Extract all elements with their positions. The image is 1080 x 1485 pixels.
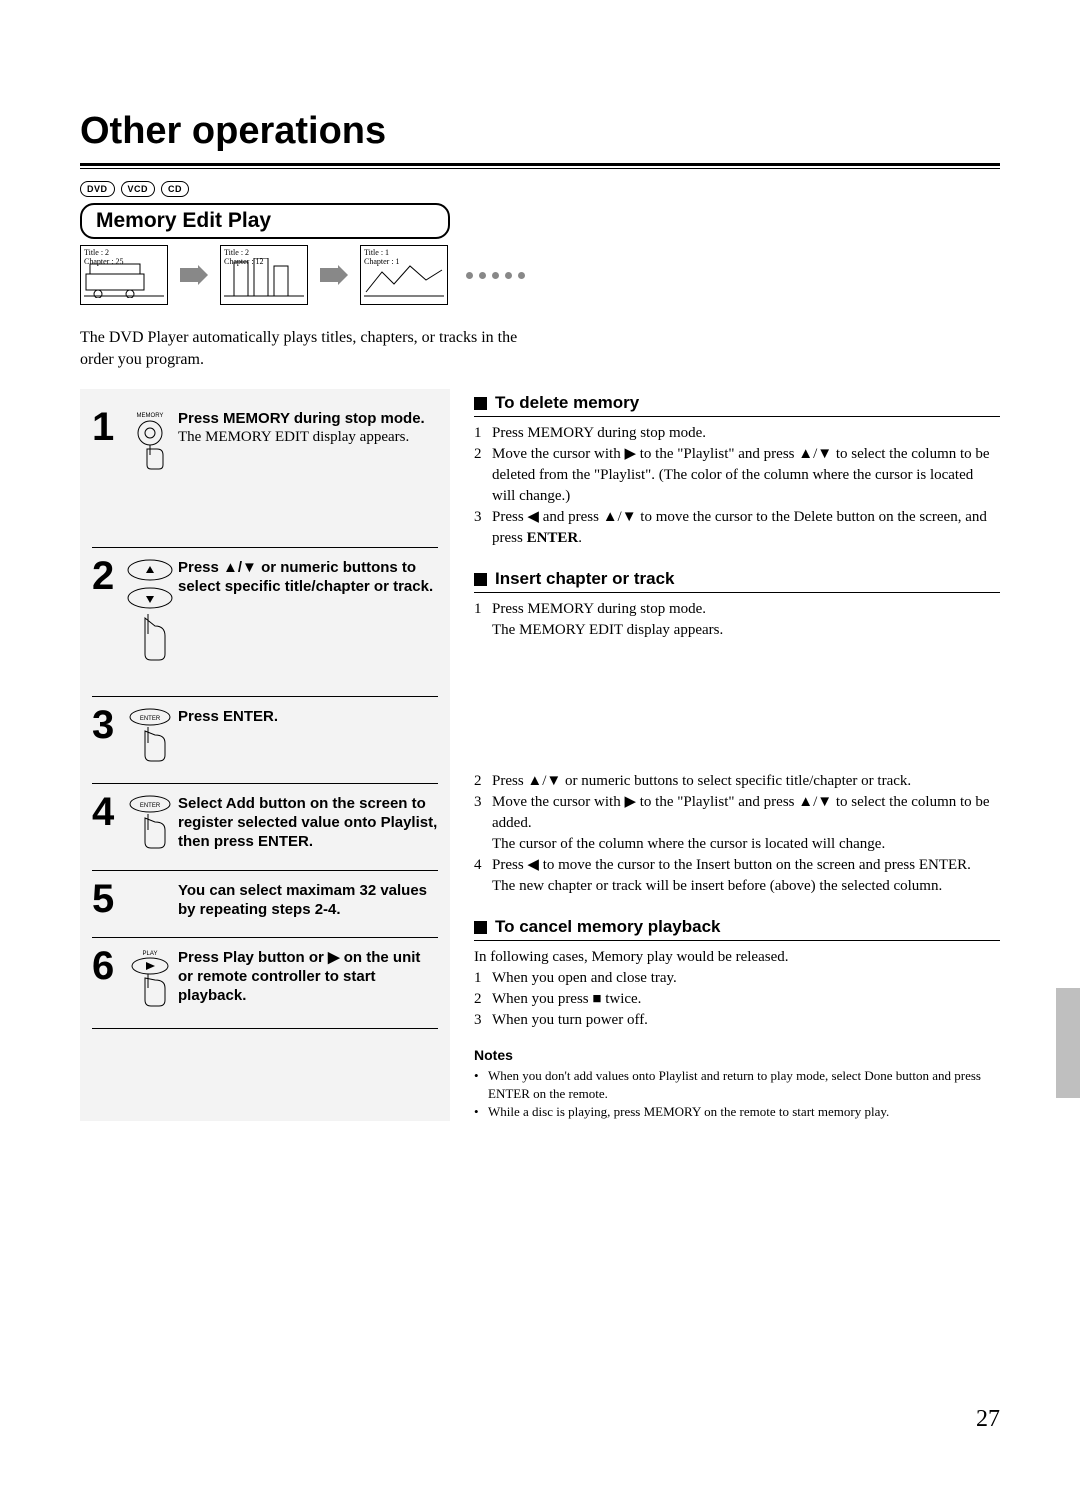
insert-b-1: Press ▲/▼ or numeric buttons to select s… [492,771,1000,792]
cancel-title: To cancel memory playback [495,917,721,937]
step-1-sub: The MEMORY EDIT display appears. [178,428,438,447]
step-3-title: Press ENTER. [178,707,438,726]
thumbnail-sequence: Title : 2 Chapter : 25 Title : 2 Chapter… [80,245,1000,305]
step-5-number: 5 [92,881,122,917]
cancel-2: When you press ■ twice. [492,989,1000,1010]
intro-text: The DVD Player automatically plays title… [80,327,540,371]
insert-heading: Insert chapter or track [474,569,1000,593]
insert-top-1: Press MEMORY during stop mode. [492,599,1000,620]
steps-panel: 1 MEMORY Press MEMORY during stop mode. … [80,389,450,1121]
svg-text:ENTER: ENTER [140,803,161,809]
page-number: 27 [976,1406,1000,1433]
step-3: 3 ENTER Press ENTER. [92,697,438,784]
play-button-icon: PLAY [122,948,178,1010]
continuation-dots-icon [466,272,525,279]
svg-text:ENTER: ENTER [140,716,161,722]
delete-memory-title: To delete memory [495,393,639,413]
thumb-2: Title : 2 Chapter : 12 [220,245,308,305]
delete-memory-list: 1Press MEMORY during stop mode. 2Move th… [474,423,1000,549]
badge-dvd: DVD [80,181,115,197]
section-header: Memory Edit Play [80,203,450,239]
step-1-title: Press MEMORY during stop mode. [178,409,438,428]
insert-title: Insert chapter or track [495,569,675,589]
step-5-title: You can select maximam 32 values by repe… [178,881,438,919]
square-bullet-icon [474,921,487,934]
page-thumb-tab [1056,988,1080,1098]
cancel-heading: To cancel memory playback [474,917,1000,941]
thumb-3: Title : 1 Chapter : 1 [360,245,448,305]
insert-top-2: The MEMORY EDIT display appears. [492,620,1000,641]
delete-item-2: Move the cursor with ▶ to the "Playlist"… [492,444,1000,507]
cancel-3: When you turn power off. [492,1010,1000,1031]
step-2-number: 2 [92,558,122,594]
manual-page: Other operations DVD VCD CD Memory Edit … [0,0,1080,1485]
svg-text:MEMORY: MEMORY [137,413,164,419]
insert-bottom-list: 2Press ▲/▼ or numeric buttons to select … [474,771,1000,897]
step-4: 4 ENTER Select Add button on the screen … [92,784,438,871]
insert-b-4: Press ◀ to move the cursor to the Insert… [492,855,1000,876]
delete-item-1: Press MEMORY during stop mode. [492,423,1000,444]
note-1: When you don't add values onto Playlist … [488,1067,1000,1103]
step-2: 2 Press ▲/▼ or numeric buttons to select… [92,548,438,697]
arrow-right-icon [320,265,348,285]
memory-button-icon: MEMORY [122,409,178,529]
title-rule [80,163,1000,169]
right-column: To delete memory 1Press MEMORY during st… [474,389,1000,1121]
badge-vcd: VCD [121,181,156,197]
enter-button-icon: ENTER [122,794,178,852]
cancel-1: When you open and close tray. [492,968,1000,989]
page-title: Other operations [80,110,1000,153]
square-bullet-icon [474,573,487,586]
notes-heading: Notes [474,1047,1000,1063]
insert-b-2: Move the cursor with ▶ to the "Playlist"… [492,792,1000,834]
badge-cd: CD [161,181,189,197]
notes-list: •When you don't add values onto Playlist… [474,1067,1000,1121]
thumb-3-title: Title : 1 [364,248,400,257]
thumb-2-sketch-icon [224,258,304,298]
enter-button-icon: ENTER [122,707,178,765]
note-2: While a disc is playing, press MEMORY on… [488,1103,1000,1121]
delete-memory-heading: To delete memory [474,393,1000,417]
thumb-1-sketch-icon [84,258,164,298]
up-down-buttons-icon [122,558,178,678]
cancel-lead: In following cases, Memory play would be… [474,947,1000,968]
delete-item-3: Press ◀ and press ▲/▼ to move the cursor… [492,507,1000,549]
step-6: 6 PLAY Press Play button or ▶ on the uni… [92,938,438,1029]
thumb-2-title: Title : 2 [224,248,264,257]
thumb-3-sketch-icon [364,258,444,298]
step-5: 5 You can select maximam 32 values by re… [92,871,438,938]
insert-b-5: The new chapter or track will be insert … [492,876,1000,897]
square-bullet-icon [474,397,487,410]
step-4-title: Select Add button on the screen to regis… [178,794,438,851]
cancel-list: 1When you open and close tray. 2When you… [474,968,1000,1031]
svg-text:PLAY: PLAY [143,951,158,957]
step-1-number: 1 [92,409,122,445]
thumb-1: Title : 2 Chapter : 25 [80,245,168,305]
step-3-number: 3 [92,707,122,743]
step-6-title: Press Play button or ▶ on the unit or re… [178,948,438,1005]
step-6-number: 6 [92,948,122,984]
step-1: 1 MEMORY Press MEMORY during stop mode. … [92,399,438,548]
step-4-number: 4 [92,794,122,830]
insert-top-list: 1Press MEMORY during stop mode. The MEMO… [474,599,1000,641]
arrow-right-icon [180,265,208,285]
insert-b-3: The cursor of the column where the curso… [492,834,1000,855]
step-2-title: Press ▲/▼ or numeric buttons to select s… [178,558,438,596]
format-badges: DVD VCD CD [80,181,1000,197]
thumb-1-title: Title : 2 [84,248,124,257]
